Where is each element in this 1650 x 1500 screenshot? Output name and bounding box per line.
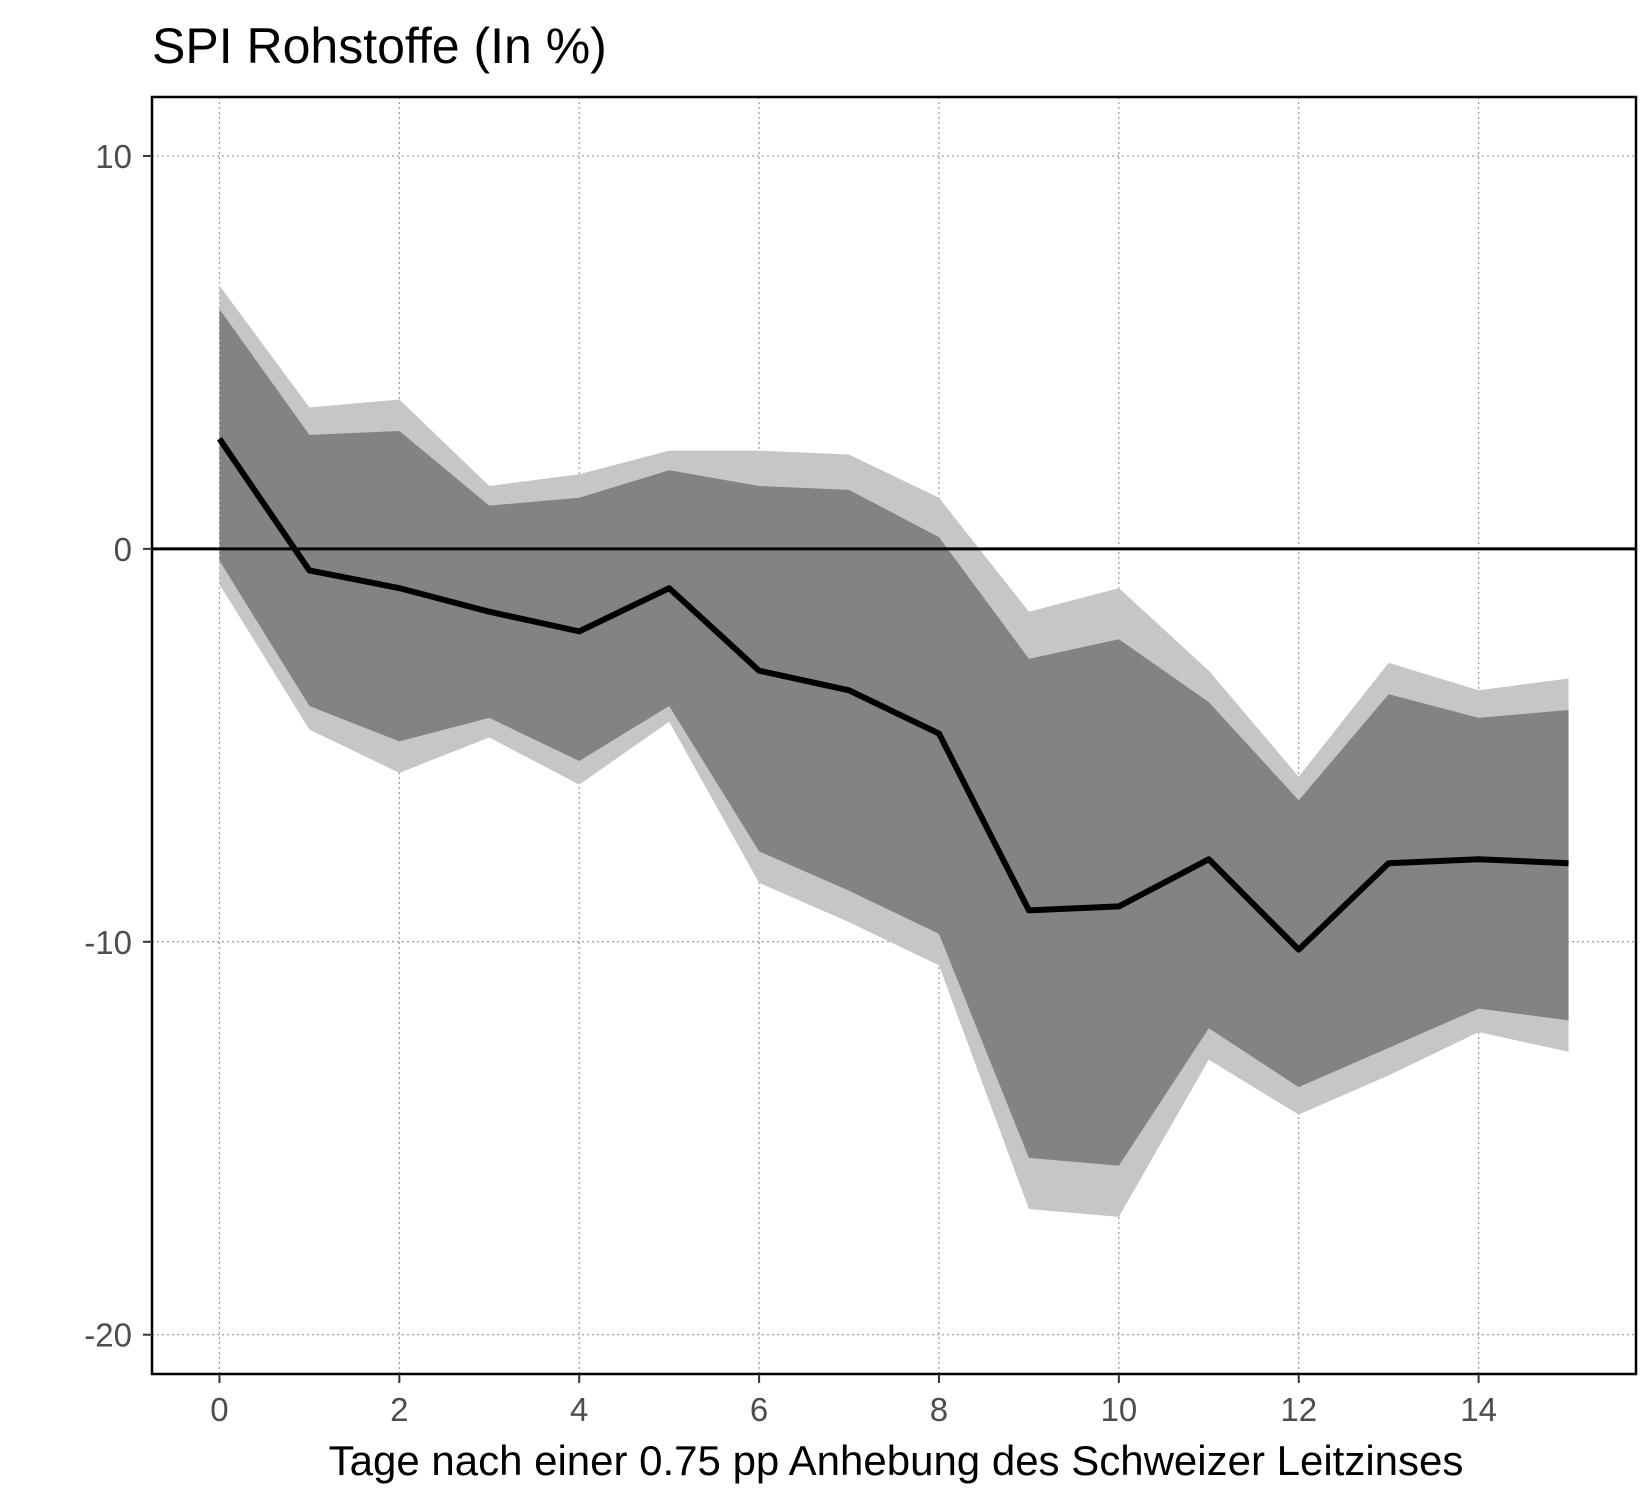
x-tick-label-6: 6 bbox=[750, 1391, 768, 1428]
y-tick-label--20: -20 bbox=[84, 1317, 132, 1354]
axis-ticks: 0 2 4 6 8 10 12 14 10 0 -10 -20 bbox=[84, 138, 1497, 1428]
x-tick-label-2: 2 bbox=[390, 1391, 408, 1428]
x-tick-label-4: 4 bbox=[570, 1391, 588, 1428]
y-tick-label--10: -10 bbox=[84, 924, 132, 961]
y-tick-label-0: 0 bbox=[114, 531, 132, 568]
chart-title: SPI Rohstoffe (In %) bbox=[152, 18, 607, 74]
confidence-bands bbox=[219, 285, 1569, 1217]
inner-band bbox=[219, 309, 1569, 1166]
x-tick-label-0: 0 bbox=[210, 1391, 228, 1428]
point-estimate-line bbox=[216, 437, 1569, 953]
x-tick-label-8: 8 bbox=[930, 1391, 948, 1428]
x-axis-title: Tage nach einer 0.75 pp Anhebung des Sch… bbox=[329, 1437, 1464, 1484]
x-tick-label-10: 10 bbox=[1100, 1391, 1137, 1428]
x-tick-label-14: 14 bbox=[1460, 1391, 1497, 1428]
x-tick-label-12: 12 bbox=[1280, 1391, 1317, 1428]
plot-frame bbox=[150, 95, 1638, 1376]
y-tick-label-10: 10 bbox=[95, 138, 132, 175]
point-estimate-layer bbox=[216, 437, 1569, 953]
